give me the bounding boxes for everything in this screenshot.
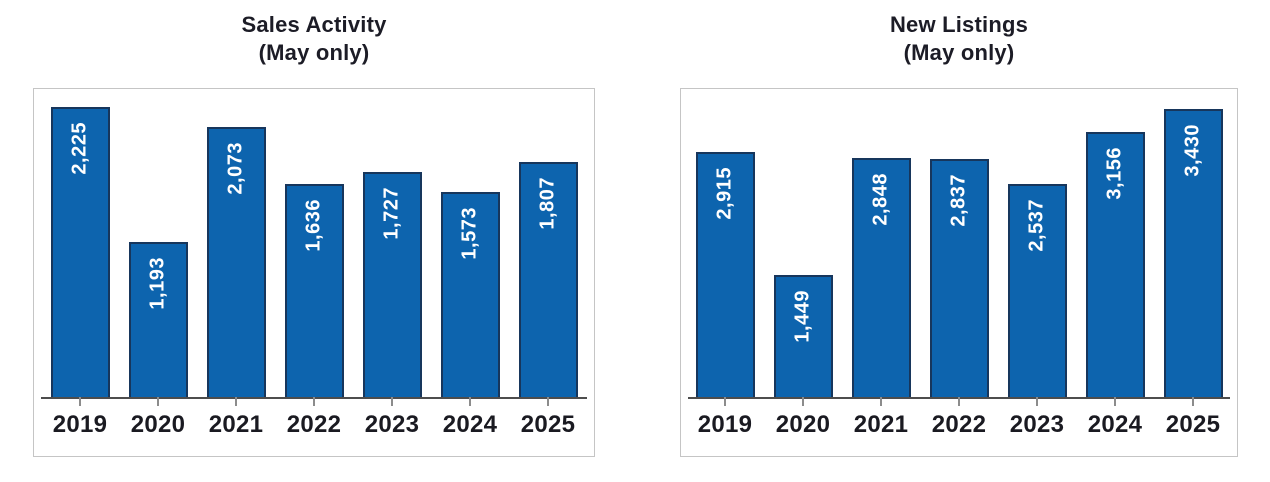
bar-columns: 2,225 2019 1,193 2020 2,073 2021 1,636 2022 1,72… [34,89,594,439]
x-axis-label: 2022 [931,411,987,438]
bar: 2,837 [929,159,989,397]
chart-subtitle: (May only) [903,40,1015,65]
axis-tick [1036,397,1038,406]
bar: 2,537 [1007,184,1067,397]
bar: 1,573 [440,192,500,397]
bar-value-label: 2,073 [224,142,247,195]
bar: 3,430 [1163,109,1223,397]
plot-frame: 2,225 2019 1,193 2020 2,073 2021 1,636 2022 1,72… [33,88,595,457]
bar-wrap: 1,449 [764,89,842,397]
bar: 2,915 [695,152,755,397]
axis-tick [469,397,471,406]
axis-tick [880,397,882,406]
bar: 1,449 [773,275,833,397]
chart-title: New Listings [889,12,1029,37]
x-axis-label: 2019 [52,411,108,438]
bar: 1,727 [362,172,422,397]
bar-column: 1,807 2025 [509,89,587,439]
bar-column: 2,073 2021 [197,89,275,439]
bar: 1,807 [518,162,578,397]
bar-wrap: 3,156 [1076,89,1154,397]
plot-frame: 2,915 2019 1,449 2020 2,848 2021 2,837 2022 2,53… [680,88,1238,457]
x-axis-label: 2022 [286,411,342,438]
x-axis-label: 2019 [697,411,753,438]
chart-title: Sales Activity [241,12,387,37]
bar-column: 1,193 2020 [119,89,197,439]
bar-wrap: 2,848 [842,89,920,397]
bar-column: 2,915 2019 [686,89,764,439]
new-listings-chart: New Listings (May only) 2,915 2019 1,449 20… [680,0,1238,482]
bar: 3,156 [1085,132,1145,397]
bar-wrap: 2,915 [686,89,764,397]
x-axis-label: 2020 [775,411,831,438]
chart-title-block: New Listings (May only) [680,11,1238,67]
axis-tick [1192,397,1194,406]
bar-value-label: 1,807 [536,177,559,230]
x-axis-label: 2023 [364,411,420,438]
bar-wrap: 1,573 [431,89,509,397]
axis-tick [235,397,237,406]
chart-subtitle: (May only) [258,40,370,65]
axis-tick [79,397,81,406]
bar-value-label: 2,915 [713,167,736,220]
x-axis-label: 2025 [1165,411,1221,438]
bar-column: 1,727 2023 [353,89,431,439]
bar-wrap: 1,636 [275,89,353,397]
bar-wrap: 2,073 [197,89,275,397]
bar-wrap: 2,837 [920,89,998,397]
bar: 2,225 [50,107,110,397]
x-axis-label: 2020 [130,411,186,438]
bar-value-label: 2,225 [68,122,91,175]
bar-wrap: 3,430 [1154,89,1232,397]
x-axis-label: 2021 [208,411,264,438]
axis-tick [724,397,726,406]
bar-wrap: 2,225 [41,89,119,397]
bar-column: 1,573 2024 [431,89,509,439]
bar-value-label: 1,449 [791,290,814,343]
x-axis-label: 2024 [442,411,498,438]
bar-column: 1,449 2020 [764,89,842,439]
bar-column: 2,837 2022 [920,89,998,439]
chart-title-block: Sales Activity (May only) [33,11,595,67]
axis-tick [1114,397,1116,406]
bar-wrap: 2,537 [998,89,1076,397]
bar-value-label: 1,193 [146,257,169,310]
axis-tick [313,397,315,406]
bar: 1,193 [128,242,188,397]
bar-column: 2,537 2023 [998,89,1076,439]
bar-column: 2,225 2019 [41,89,119,439]
bar: 2,848 [851,158,911,397]
bar-columns: 2,915 2019 1,449 2020 2,848 2021 2,837 2022 2,53… [681,89,1237,439]
axis-tick [547,397,549,406]
x-axis-label: 2021 [853,411,909,438]
bar-value-label: 2,837 [947,174,970,227]
bar-wrap: 1,727 [353,89,431,397]
bar-wrap: 1,193 [119,89,197,397]
x-axis-label: 2023 [1009,411,1065,438]
bar: 1,636 [284,184,344,397]
bar-value-label: 1,636 [302,199,325,252]
axis-tick [802,397,804,406]
bar: 2,073 [206,127,266,397]
bar-value-label: 3,156 [1103,147,1126,200]
sales-activity-chart: Sales Activity (May only) 2,225 2019 1,193… [33,0,595,482]
bar-value-label: 3,430 [1181,124,1204,177]
x-axis-label: 2024 [1087,411,1143,438]
axis-tick [157,397,159,406]
axis-tick [958,397,960,406]
x-axis-label: 2025 [520,411,576,438]
bar-column: 2,848 2021 [842,89,920,439]
bar-column: 3,156 2024 [1076,89,1154,439]
bar-column: 3,430 2025 [1154,89,1232,439]
bar-value-label: 1,727 [380,187,403,240]
bar-value-label: 1,573 [458,207,481,260]
bar-wrap: 1,807 [509,89,587,397]
bar-value-label: 2,537 [1025,199,1048,252]
bar-column: 1,636 2022 [275,89,353,439]
bar-value-label: 2,848 [869,173,892,226]
axis-tick [391,397,393,406]
